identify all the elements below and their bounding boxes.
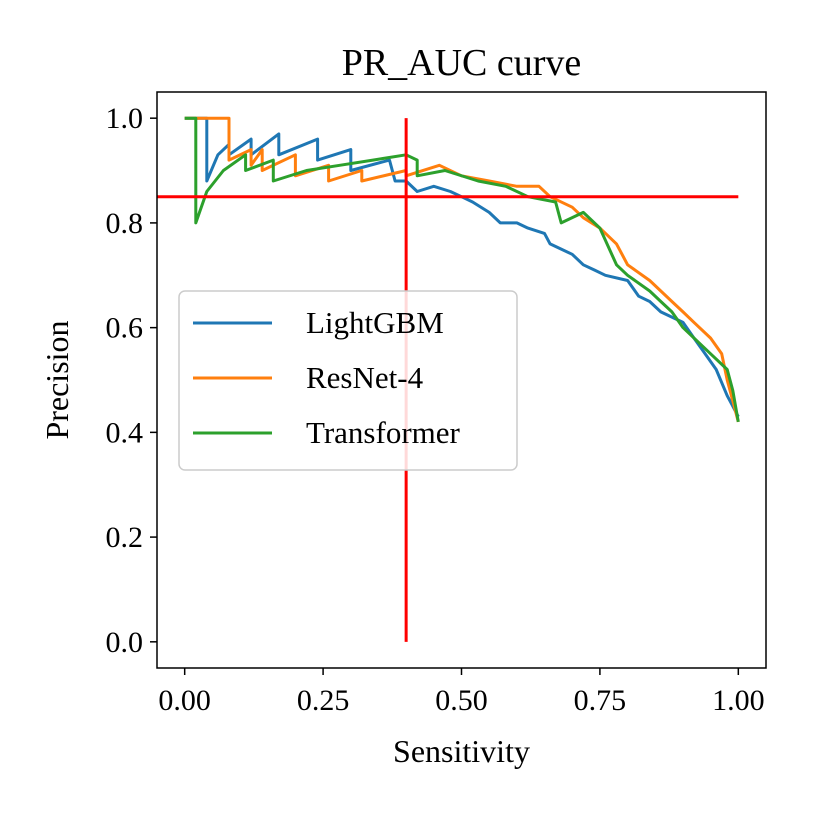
y-tick-label: 0.8 <box>106 207 144 240</box>
series-line-lightgbm <box>184 116 740 418</box>
legend-label-transformer: Transformer <box>306 415 461 450</box>
x-tick-label: 0.75 <box>574 684 627 717</box>
series-line-resnet-4 <box>184 116 740 423</box>
y-axis-label: Precision <box>39 320 75 439</box>
y-tick-label: 0.4 <box>106 416 144 449</box>
x-tick-label: 0.00 <box>158 684 211 717</box>
y-tick-label: 1.0 <box>106 102 144 135</box>
x-tick-label: 0.25 <box>297 684 350 717</box>
legend: LightGBM ResNet-4 Transformer <box>178 290 518 471</box>
x-axis-ticks: 0.00 0.25 0.50 0.75 1.00 <box>158 668 765 717</box>
y-axis-ticks: 0.0 0.2 0.4 0.6 0.8 1.0 <box>106 102 157 659</box>
legend-label-lightgbm: LightGBM <box>306 305 444 340</box>
x-tick-label: 0.50 <box>435 684 488 717</box>
x-axis-label: Sensitivity <box>393 733 530 769</box>
y-tick-label: 0.2 <box>106 521 144 554</box>
series-line-transformer <box>184 116 740 423</box>
y-tick-label: 0.6 <box>106 312 144 345</box>
legend-label-resnet-4: ResNet-4 <box>306 360 424 395</box>
x-tick-label: 1.00 <box>712 684 765 717</box>
chart-title: PR_AUC curve <box>342 42 582 84</box>
y-tick-label: 0.0 <box>106 626 144 659</box>
series-layer <box>184 116 740 423</box>
legend-box <box>178 290 518 471</box>
